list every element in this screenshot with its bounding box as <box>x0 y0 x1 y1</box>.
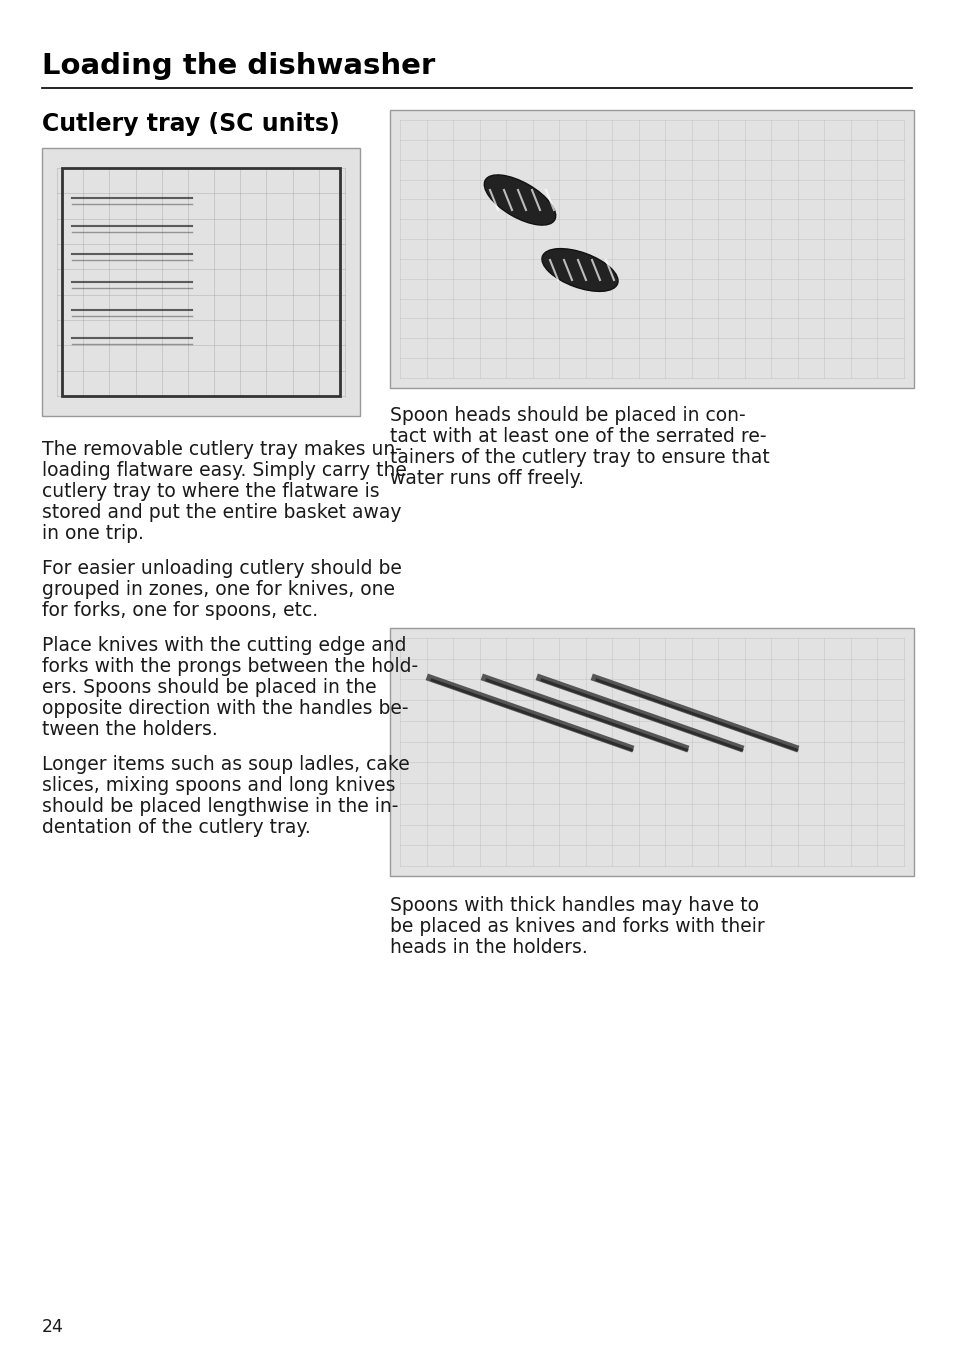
Text: dentation of the cutlery tray.: dentation of the cutlery tray. <box>42 818 311 837</box>
Text: slices, mixing spoons and long knives: slices, mixing spoons and long knives <box>42 776 395 795</box>
Bar <box>42 147 359 416</box>
Bar <box>390 110 913 388</box>
Text: tact with at least one of the serrated re-: tact with at least one of the serrated r… <box>390 427 765 446</box>
Text: Spoon heads should be placed in con-: Spoon heads should be placed in con- <box>390 406 745 425</box>
Text: Longer items such as soup ladles, cake: Longer items such as soup ladles, cake <box>42 754 410 773</box>
Bar <box>390 627 913 876</box>
Text: Loading the dishwasher: Loading the dishwasher <box>42 51 435 80</box>
Text: cutlery tray to where the flatware is: cutlery tray to where the flatware is <box>42 483 379 502</box>
Text: Cutlery tray (SC units): Cutlery tray (SC units) <box>42 112 339 137</box>
Text: should be placed lengthwise in the in-: should be placed lengthwise in the in- <box>42 796 398 817</box>
Text: grouped in zones, one for knives, one: grouped in zones, one for knives, one <box>42 580 395 599</box>
Text: for forks, one for spoons, etc.: for forks, one for spoons, etc. <box>42 602 317 621</box>
Text: 24: 24 <box>42 1318 64 1336</box>
Text: Place knives with the cutting edge and: Place knives with the cutting edge and <box>42 635 406 654</box>
Text: be placed as knives and forks with their: be placed as knives and forks with their <box>390 917 764 936</box>
Text: For easier unloading cutlery should be: For easier unloading cutlery should be <box>42 558 401 579</box>
Bar <box>62 168 339 396</box>
Text: ers. Spoons should be placed in the: ers. Spoons should be placed in the <box>42 677 376 698</box>
Ellipse shape <box>484 174 556 224</box>
Text: forks with the prongs between the hold-: forks with the prongs between the hold- <box>42 657 417 676</box>
Text: Spoons with thick handles may have to: Spoons with thick handles may have to <box>390 896 759 915</box>
Text: heads in the holders.: heads in the holders. <box>390 938 587 957</box>
Text: stored and put the entire basket away: stored and put the entire basket away <box>42 503 401 522</box>
Text: The removable cutlery tray makes un-: The removable cutlery tray makes un- <box>42 439 401 458</box>
Text: opposite direction with the handles be-: opposite direction with the handles be- <box>42 699 408 718</box>
Text: in one trip.: in one trip. <box>42 525 144 544</box>
Text: tainers of the cutlery tray to ensure that: tainers of the cutlery tray to ensure th… <box>390 448 769 466</box>
Text: tween the holders.: tween the holders. <box>42 721 217 740</box>
Text: loading flatware easy. Simply carry the: loading flatware easy. Simply carry the <box>42 461 406 480</box>
Text: water runs off freely.: water runs off freely. <box>390 469 583 488</box>
Ellipse shape <box>541 249 618 292</box>
